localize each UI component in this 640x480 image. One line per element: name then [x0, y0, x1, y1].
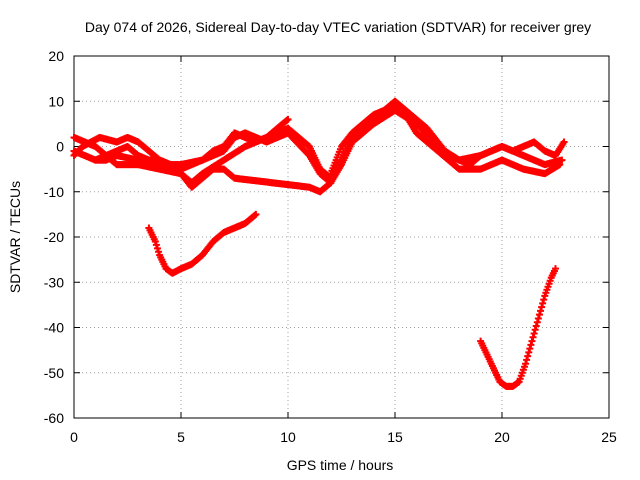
data-point — [530, 330, 538, 338]
data-point — [525, 348, 533, 356]
y-tick-label: -50 — [44, 365, 64, 381]
data-series — [70, 97, 568, 390]
data-point — [524, 352, 532, 360]
data-point — [552, 265, 559, 273]
data-point — [558, 156, 566, 164]
x-tick-label: 15 — [387, 429, 403, 445]
data-point — [527, 341, 535, 349]
data-point — [531, 326, 539, 334]
y-tick-labels: -60 -50 -40 -30 -20 -10 0 10 20 — [44, 48, 64, 426]
data-point — [539, 299, 547, 307]
data-point — [538, 303, 546, 311]
chart-title: Day 074 of 2026, Sidereal Day-to-day VTE… — [85, 19, 591, 35]
x-tick-label: 5 — [177, 429, 185, 445]
y-tick-label: 10 — [48, 93, 64, 109]
data-point — [560, 138, 568, 146]
y-axis-label: SDTVAR / TECUs — [7, 181, 23, 293]
x-tick-label: 0 — [70, 429, 78, 445]
data-point — [540, 296, 548, 304]
x-tick-label: 25 — [601, 429, 617, 445]
x-tick-label: 20 — [494, 429, 510, 445]
data-point — [155, 248, 163, 256]
y-tick-label: -20 — [44, 229, 64, 245]
series-track-7 — [477, 265, 559, 390]
data-point — [327, 179, 335, 187]
y-tick-label: 0 — [56, 139, 64, 155]
y-tick-label: -10 — [44, 184, 64, 200]
data-point — [153, 244, 161, 252]
y-tick-label: -30 — [44, 274, 64, 290]
series-track-5 — [91, 143, 335, 196]
series-track-4 — [327, 97, 568, 178]
x-tick-labels: 0 5 10 15 20 25 — [70, 429, 617, 445]
data-point — [252, 210, 260, 218]
data-point — [284, 115, 292, 123]
data-point — [152, 241, 160, 249]
x-axis-label: GPS time / hours — [287, 457, 394, 473]
y-tick-label: -60 — [44, 410, 64, 426]
data-point — [151, 238, 159, 246]
y-tick-label: -40 — [44, 320, 64, 336]
x-tick-label: 10 — [280, 429, 296, 445]
data-point — [523, 356, 531, 364]
data-point — [537, 307, 545, 315]
data-point — [534, 314, 542, 322]
data-point — [526, 345, 534, 353]
data-point — [532, 322, 540, 330]
data-point — [533, 318, 541, 326]
data-point — [529, 333, 537, 341]
y-tick-label: 20 — [48, 48, 64, 64]
data-point — [522, 360, 530, 368]
data-point — [535, 311, 543, 319]
data-point — [528, 337, 536, 345]
series-track-6 — [145, 210, 260, 277]
